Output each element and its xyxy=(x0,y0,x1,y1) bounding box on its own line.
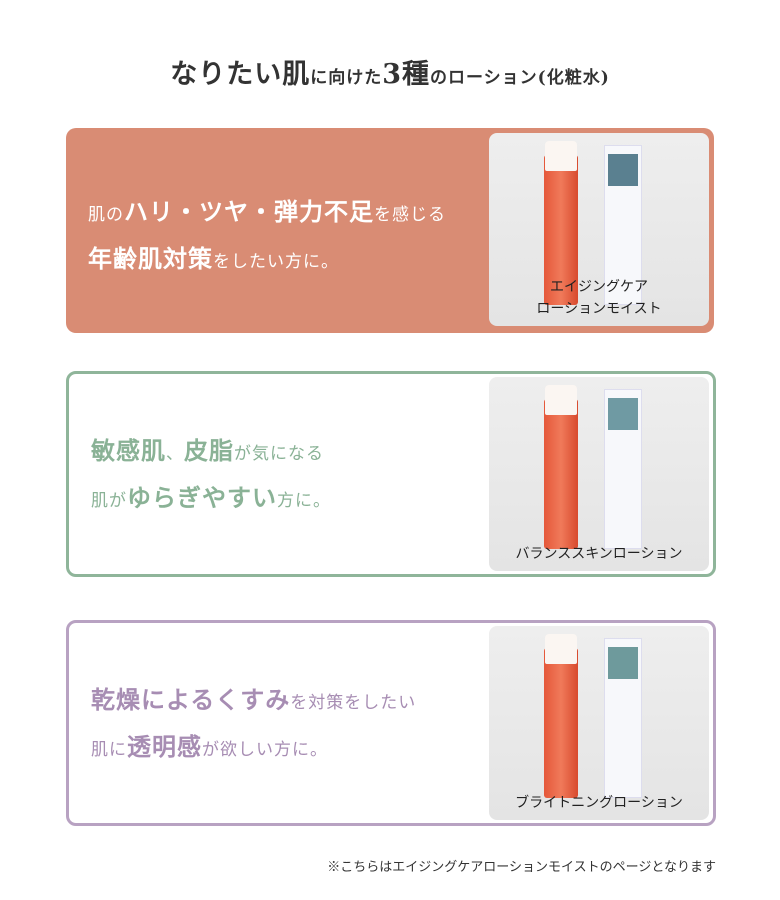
bottle-cap xyxy=(545,385,577,415)
text-seg: 方に。 xyxy=(277,491,331,511)
card-balance[interactable]: 敏感肌、皮脂が気になる 肌がゆらぎやすい方に。 バランススキンローション xyxy=(66,371,716,577)
bottle-image xyxy=(544,155,578,305)
text-seg: 肌に xyxy=(91,740,127,760)
text-seg: 肌の xyxy=(88,205,124,225)
card-aging-care[interactable]: 肌のハリ・ツヤ・弾力不足を感じる 年齢肌対策をしたい方に。 エイジングケア ローシ… xyxy=(66,128,714,333)
text-seg: 敏感肌 xyxy=(91,436,166,465)
text-seg: 、 xyxy=(166,444,184,464)
package-box xyxy=(604,389,642,549)
product-image[interactable]: ブライトニングローション xyxy=(489,626,709,820)
footnote: ※こちらはエイジングケアローションモイストのページとなります xyxy=(327,860,716,875)
text-seg: 肌が xyxy=(91,491,127,511)
text-seg: 皮脂 xyxy=(184,436,234,465)
text-seg: 年齢肌対策 xyxy=(88,244,213,273)
bottle-cap xyxy=(545,634,577,664)
bottle-image xyxy=(544,648,578,798)
title-seg: のローション(化粧水) xyxy=(430,68,610,88)
card-description: 乾燥によるくすみを対策をしたい 肌に透明感が欲しい方に。 xyxy=(91,678,416,772)
card-description: 敏感肌、皮脂が気になる 肌がゆらぎやすい方に。 xyxy=(91,429,331,523)
text-seg: が欲しい方に。 xyxy=(202,740,328,760)
text-seg: ハリ・ツヤ・弾力不足 xyxy=(124,197,374,226)
title-seg: 3種 xyxy=(382,59,431,90)
product-name: ブライトニングローション xyxy=(515,795,683,811)
title-seg: なりたい肌 xyxy=(170,59,311,90)
package-box xyxy=(604,638,642,798)
text-seg: 透明感 xyxy=(127,732,202,761)
page-title: なりたい肌に向けた3種のローション(化粧水) xyxy=(0,52,780,91)
text-seg: を対策をしたい xyxy=(290,693,417,713)
product-name: バランススキンローション xyxy=(515,546,683,562)
text-seg: が気になる xyxy=(234,444,324,464)
product-name: エイジングケア ローションモイスト xyxy=(536,279,662,317)
bottle-image xyxy=(544,399,578,549)
title-seg: に向けた xyxy=(310,68,383,88)
product-image[interactable]: バランススキンローション xyxy=(489,377,709,571)
card-brightening[interactable]: 乾燥によるくすみを対策をしたい 肌に透明感が欲しい方に。 ブライトニングローショ… xyxy=(66,620,716,826)
package-box xyxy=(604,145,642,305)
product-image[interactable]: エイジングケア ローションモイスト xyxy=(489,133,709,326)
text-seg: 乾燥によるくすみ xyxy=(91,685,291,714)
bottle-cap xyxy=(545,141,577,171)
text-seg: をしたい方に。 xyxy=(213,252,339,272)
text-seg: を感じる xyxy=(374,205,446,225)
text-seg: ゆらぎやすい xyxy=(127,483,277,512)
card-description: 肌のハリ・ツヤ・弾力不足を感じる 年齢肌対策をしたい方に。 xyxy=(88,190,446,284)
